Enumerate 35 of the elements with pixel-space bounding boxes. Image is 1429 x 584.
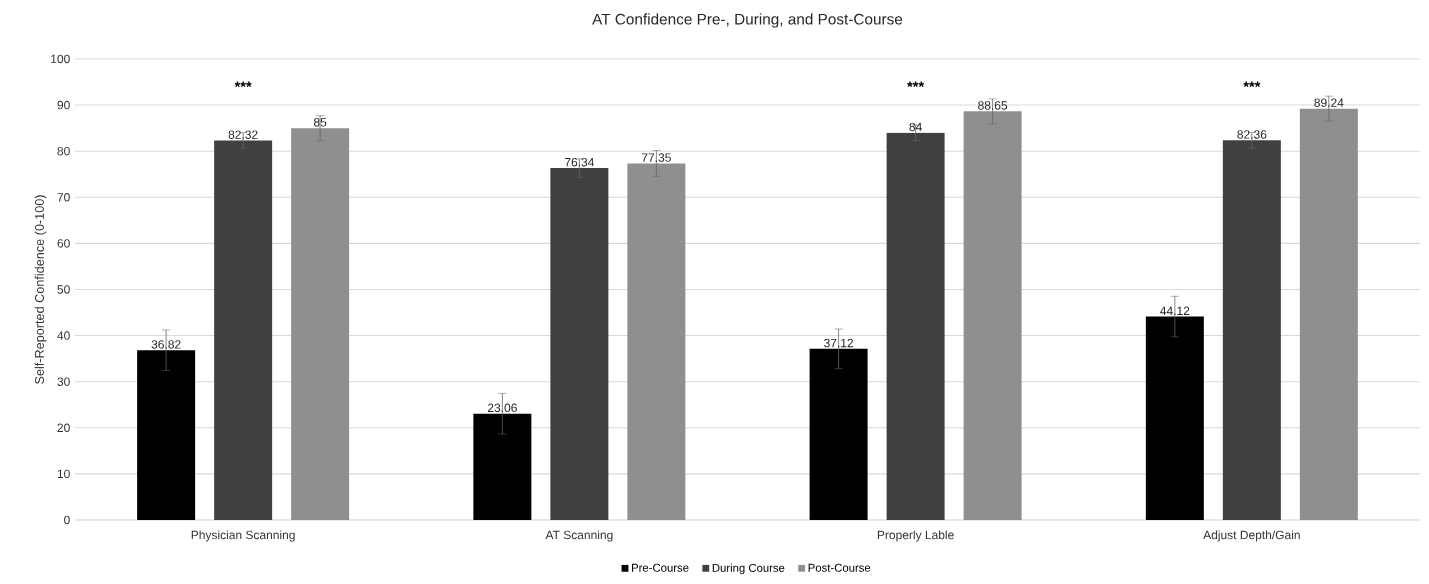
y-tick-label: 60 xyxy=(57,239,70,248)
data-label: 76.34 xyxy=(564,157,595,167)
y-tick-label: 80 xyxy=(57,146,70,156)
y-tick-label: 0 xyxy=(64,515,70,525)
legend-label: During Course xyxy=(712,563,785,575)
y-tick-label: 20 xyxy=(57,423,70,433)
legend-label: Pre-Course xyxy=(632,563,689,572)
y-tick-label: 30 xyxy=(57,377,70,386)
data-label: 37.12 xyxy=(824,338,854,348)
data-label: 82.36 xyxy=(1237,130,1267,139)
annotation: *** xyxy=(907,81,925,88)
data-label: 77.35 xyxy=(641,153,671,162)
y-axis-title: Self-Reported Confidence (0-100) xyxy=(34,195,47,384)
y-tick-label: 50 xyxy=(57,285,70,294)
y-tick-label: 10 xyxy=(57,469,70,479)
x-tick-label: Properly Lable xyxy=(877,530,954,542)
y-tick-label: 70 xyxy=(57,193,70,202)
y-tick-label: 100 xyxy=(51,54,70,64)
y-tick-label: 40 xyxy=(57,331,70,340)
x-tick-label: Physician Scanning xyxy=(191,530,295,542)
x-tick-label: AT Scanning xyxy=(545,530,613,542)
data-label: 44.12 xyxy=(1160,306,1190,315)
x-tick-label: Adjust Depth/Gain xyxy=(1203,530,1300,542)
data-label: 89.24 xyxy=(1314,98,1344,107)
data-label: 88.65 xyxy=(978,101,1008,110)
chart-title: AT Confidence Pre-, During, and Post-Course xyxy=(592,13,903,28)
data-label: 85 xyxy=(313,118,327,127)
data-label: 36.82 xyxy=(151,340,181,349)
data-label: 82.32 xyxy=(228,130,258,139)
annotation: *** xyxy=(234,81,252,88)
annotation: *** xyxy=(1243,81,1261,88)
y-tick-label: 90 xyxy=(57,100,70,110)
data-label: 84 xyxy=(909,122,922,132)
data-label: 23.06 xyxy=(487,403,517,413)
legend-label: Post-Course xyxy=(808,563,871,572)
